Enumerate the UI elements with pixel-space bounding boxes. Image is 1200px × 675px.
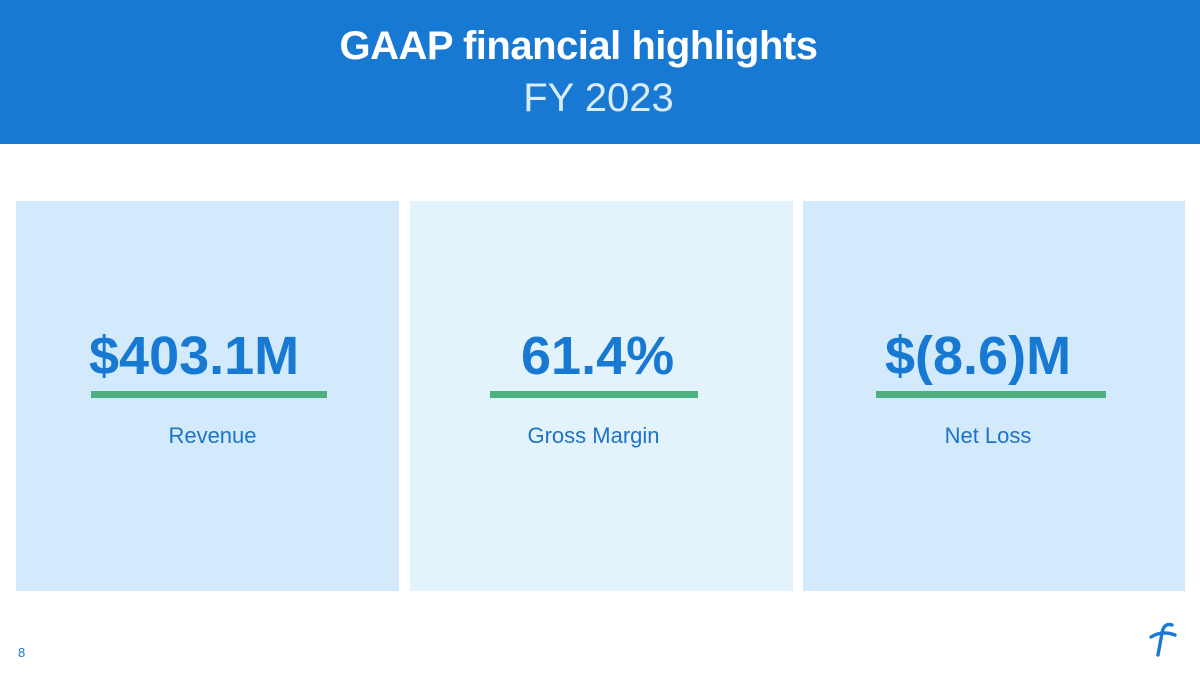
metric-label-net-loss: Net Loss	[944, 423, 1032, 448]
metric-underline-gross-margin	[490, 391, 698, 398]
metric-label-revenue: Revenue	[168, 423, 257, 448]
slide-subtitle: FY 2023	[523, 76, 674, 120]
metric-underline-net-loss	[876, 391, 1106, 398]
page-number: 8	[18, 645, 26, 660]
metric-value-revenue: $403.1M	[89, 326, 300, 386]
metric-value-net-loss: $(8.6)M	[885, 326, 1072, 386]
metric-card-revenue: $403.1M Revenue	[16, 201, 399, 591]
header-banner: GAAP financial highlights FY 2023	[0, 0, 1200, 144]
metric-card-gross-margin: 61.4% Gross Margin	[410, 201, 793, 591]
brand-f-logo-icon	[1149, 622, 1177, 657]
metric-label-gross-margin: Gross Margin	[527, 423, 660, 448]
slide-title: GAAP financial highlights	[339, 24, 818, 68]
metric-underline-revenue	[91, 391, 327, 398]
metric-value-gross-margin: 61.4%	[521, 326, 675, 386]
metric-card-net-loss: $(8.6)M Net Loss	[803, 201, 1185, 591]
